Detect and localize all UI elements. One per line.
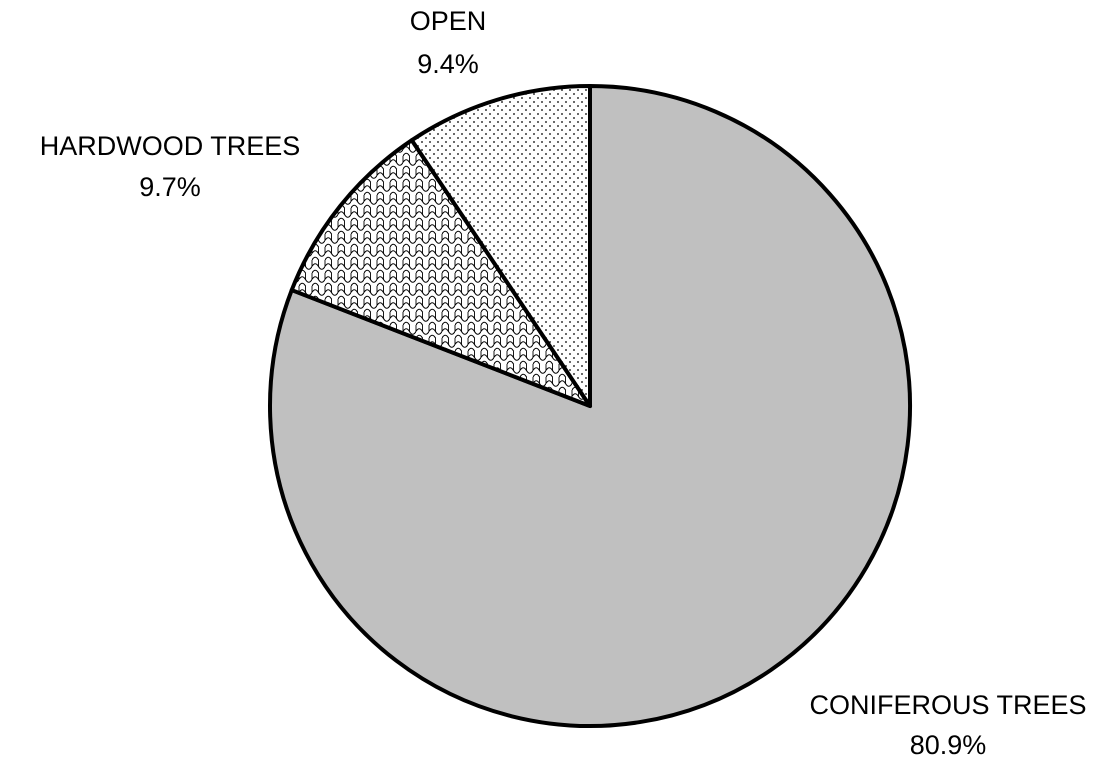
slice-label-name: OPEN — [410, 6, 487, 36]
pie-slice-hardwood-trees — [289, 138, 592, 408]
slice-label-value: 9.4% — [417, 49, 479, 79]
pie-labels: CONIFEROUS TREES 80.9% HARDWOOD TREES 9.7% O… — [40, 6, 1087, 760]
pie-slices — [268, 84, 913, 728]
slice-label-value: 9.7% — [139, 172, 201, 202]
slice-label-name: HARDWOOD TREES — [40, 131, 301, 161]
slice-label-value: 80.9% — [910, 730, 987, 760]
slice-label-name: CONIFEROUS TREES — [809, 690, 1086, 720]
pie-slice-open — [409, 84, 592, 408]
